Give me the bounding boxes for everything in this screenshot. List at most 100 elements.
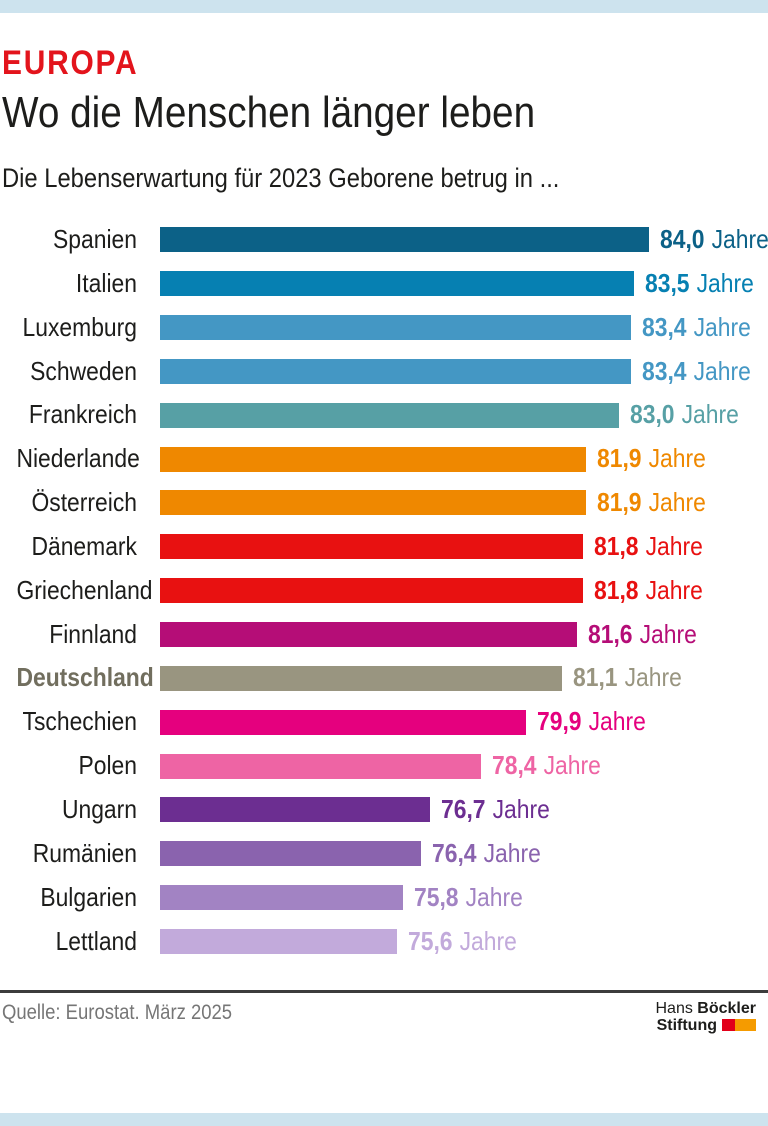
value-number: 79,9 [537,706,582,737]
value-number: 83,0 [630,399,675,430]
value-unit: Jahre [645,530,703,561]
value-bar [160,534,583,560]
value-bar [160,622,577,648]
value-label: 81,8 Jahre [594,525,703,569]
value-unit: Jahre [681,399,739,430]
chart-row: Deutschland 81,1 Jahre [0,656,768,700]
value-number: 76,4 [432,837,477,868]
bar-chart: Spanien 84,0 Jahre Italien 83,5 Jahre Luxe… [0,218,768,963]
value-label: 81,1 Jahre [573,656,682,700]
chart-row: Griechenland 81,8 Jahre [0,569,768,613]
chart-row: Spanien 84,0 Jahre [0,218,768,262]
country-label: Tschechien [22,706,138,737]
value-unit: Jahre [645,574,703,605]
value-label: 81,9 Jahre [597,481,706,525]
chart-subtitle: Die Lebenserwartung für 2023 Geborene be… [2,163,560,193]
value-number: 83,4 [642,355,687,386]
kicker: EUROPA [2,44,139,82]
value-label: 83,0 Jahre [630,393,739,437]
value-unit: Jahre [648,487,706,518]
value-label: 83,4 Jahre [642,350,751,394]
value-bar [160,315,631,341]
chart-row: Niederlande 81,9 Jahre [0,437,768,481]
value-label: 78,4 Jahre [492,744,601,788]
value-label: 83,4 Jahre [642,306,751,350]
country-label: Finnland [49,618,138,649]
page-title: Wo die Menschen länger leben [2,88,536,137]
country-label: Schweden [30,355,138,386]
value-bar [160,753,481,779]
value-unit: Jahre [465,881,523,912]
logo-text-hans: Hans [655,1000,693,1017]
value-label: 81,6 Jahre [588,613,697,657]
value-label: 79,9 Jahre [537,700,646,744]
value-number: 81,1 [573,662,618,693]
value-number: 84,0 [660,224,705,254]
chart-row: Bulgarien 75,8 Jahre [0,876,768,920]
value-label: 84,0 Jahre [660,218,768,262]
value-bar [160,709,526,735]
value-unit: Jahre [639,618,697,649]
bottom-accent-bar [0,1113,768,1126]
value-unit: Jahre [492,793,550,824]
chart-row: Schweden 83,4 Jahre [0,350,768,394]
value-number: 75,8 [414,881,459,912]
logo-text-boeckler: Böckler [697,1000,756,1017]
value-number: 81,8 [594,530,639,561]
value-number: 81,9 [597,487,642,518]
chart-row: Frankreich 83,0 Jahre [0,393,768,437]
chart-row: Italien 83,5 Jahre [0,262,768,306]
chart-row: Polen 78,4 Jahre [0,744,768,788]
chart-row: Dänemark 81,8 Jahre [0,525,768,569]
value-bar [160,797,430,823]
value-number: 81,9 [597,443,642,474]
country-label: Frankreich [28,399,137,430]
value-bar [160,271,634,297]
value-bar [160,490,586,516]
country-label: Dänemark [31,530,137,561]
country-label: Polen [78,750,137,781]
value-number: 75,6 [408,925,453,956]
value-bar [160,885,403,911]
value-unit: Jahre [711,224,768,254]
value-bar [160,446,586,472]
value-number: 78,4 [492,750,537,781]
value-label: 76,4 Jahre [432,832,541,876]
chart-row: Österreich 81,9 Jahre [0,481,768,525]
value-unit: Jahre [543,750,601,781]
value-unit: Jahre [696,267,754,298]
country-label: Deutschland [16,662,154,693]
country-label: Rumänien [32,837,137,868]
value-bar [160,841,421,867]
country-label: Griechenland [16,574,153,605]
value-label: 83,5 Jahre [645,262,754,306]
country-label: Ungarn [61,793,138,824]
source-note: Quelle: Eurostat. März 2025 [2,1001,233,1024]
value-unit: Jahre [483,837,541,868]
country-label: Luxemburg [22,311,138,342]
value-number: 81,8 [594,574,639,605]
country-label: Lettland [55,925,137,956]
value-number: 81,6 [588,618,633,649]
value-label: 81,9 Jahre [597,437,706,481]
country-label: Spanien [53,224,138,254]
country-label: Italien [75,267,137,298]
value-bar [160,402,619,428]
value-label: 81,8 Jahre [594,569,703,613]
chart-row: Tschechien 79,9 Jahre [0,700,768,744]
value-unit: Jahre [693,311,751,342]
value-bar [160,578,583,604]
value-label: 75,8 Jahre [414,876,523,920]
logo-text-stiftung: Stiftung [656,1017,717,1034]
value-number: 83,5 [645,267,690,298]
value-unit: Jahre [624,662,682,693]
value-number: 76,7 [441,793,486,824]
logo-line-2: Stiftung [655,1017,756,1034]
value-unit: Jahre [459,925,517,956]
value-number: 83,4 [642,311,687,342]
value-unit: Jahre [693,355,751,386]
hans-boeckler-stiftung-logo: Hans Böckler Stiftung [655,1000,756,1034]
chart-row: Ungarn 76,7 Jahre [0,788,768,832]
logo-line-1: Hans Böckler [655,1000,756,1017]
